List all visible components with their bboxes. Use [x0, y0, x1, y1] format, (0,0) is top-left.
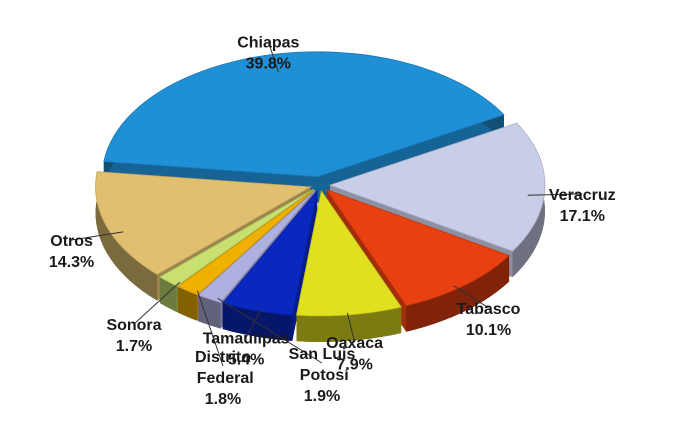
leader-line — [527, 193, 583, 196]
slice-top — [328, 122, 546, 252]
category-label-line: Federal — [192, 370, 253, 387]
slice — [296, 189, 402, 342]
category-label: Chiapas — [237, 35, 299, 52]
slice-top — [176, 189, 315, 296]
leader-line — [71, 231, 124, 241]
category-label-line: Otros — [50, 233, 93, 250]
leader-line — [267, 41, 279, 73]
slice-side — [406, 255, 510, 332]
leader-line — [196, 290, 224, 367]
category-label: Sonora — [106, 317, 161, 334]
slice-top — [296, 189, 402, 317]
leader-line — [245, 308, 262, 338]
leader-line — [346, 312, 356, 343]
value-label: 1.7% — [116, 338, 152, 355]
category-label: San Luis Potosí — [289, 346, 356, 384]
value-label: 10.1% — [466, 322, 511, 339]
category-label-line: Distrito — [195, 349, 251, 366]
category-label-line: Veracruz — [549, 187, 616, 204]
value-label: 39.8% — [246, 56, 291, 73]
value-label: 5.4% — [228, 352, 264, 369]
value-label: 1.9% — [304, 388, 340, 405]
slice — [103, 51, 505, 203]
category-label-line: Chiapas — [237, 35, 299, 52]
value-label: 17.1% — [560, 208, 605, 225]
category-label-line: Tamaulipas — [203, 331, 290, 348]
slice-top — [325, 188, 510, 307]
category-label: Distrito Federal — [192, 349, 253, 387]
leader-line — [133, 281, 181, 325]
category-label-line: Potosí — [295, 367, 349, 384]
category-label-line: Tabasco — [457, 301, 521, 318]
slice-side — [177, 286, 198, 321]
value-label: 14.3% — [49, 254, 94, 271]
leader-line — [217, 297, 323, 364]
slice-side — [296, 307, 402, 342]
value-label: 7.9% — [336, 356, 372, 373]
category-label: Veracruz — [549, 187, 616, 204]
leader-line — [453, 285, 489, 309]
slice-side — [198, 295, 221, 329]
slice-side — [95, 171, 158, 301]
slice-top — [158, 189, 314, 287]
category-label: Tabasco — [457, 301, 521, 318]
slice-top — [197, 189, 316, 303]
category-label: Otros — [50, 233, 93, 250]
category-label: Tamaulipas — [203, 331, 290, 348]
slice-top — [103, 51, 505, 178]
slice-top — [95, 171, 312, 275]
category-label: Oaxaca — [326, 335, 383, 352]
value-label: 1.8% — [205, 391, 241, 408]
category-label-line: Sonora — [106, 317, 161, 334]
category-label-line: San Luis — [289, 346, 356, 363]
category-label-line: Oaxaca — [326, 335, 383, 352]
slice-side — [159, 277, 177, 312]
slice — [221, 190, 318, 341]
